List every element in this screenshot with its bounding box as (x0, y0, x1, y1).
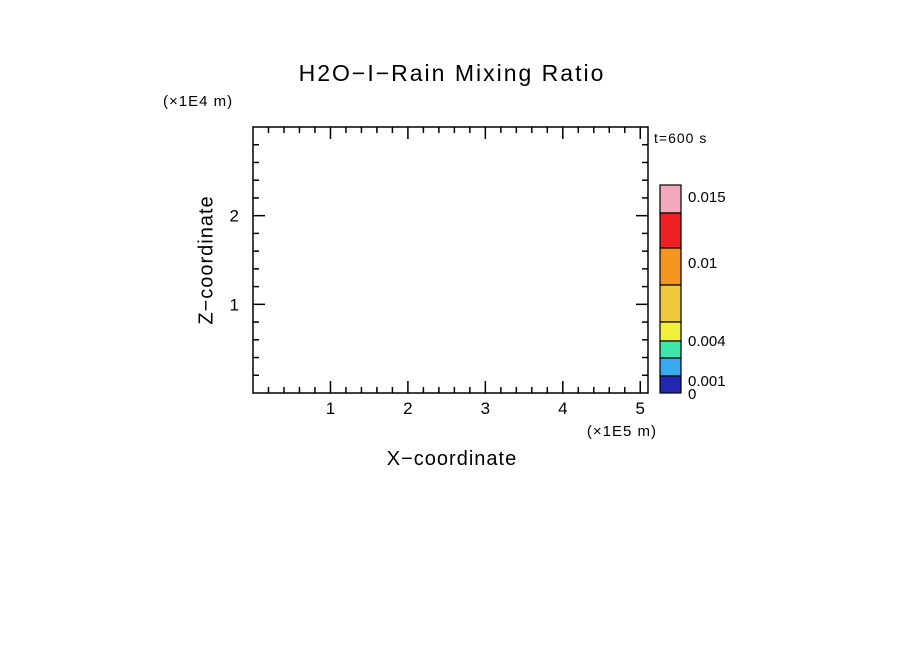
colorbar-tick-label: 0 (688, 386, 696, 403)
y-axis-unit-label: (×1E4 m) (163, 93, 234, 110)
colorbar-segment-spring-green (659, 340, 682, 359)
time-annotation: t=600 s (654, 130, 708, 146)
colorbar-segment-gold (659, 284, 682, 323)
plot-box (252, 126, 649, 394)
colorbar-segment-navy (659, 375, 682, 394)
colorbar-tick-label: 0.001 (688, 373, 726, 390)
colorbar-tick-label: 0.01 (688, 255, 717, 272)
x-tick-label: 5 (636, 399, 645, 418)
x-tick-label: 1 (326, 399, 335, 418)
x-tick-label: 3 (481, 399, 490, 418)
colorbar-tick-label: 0.015 (688, 189, 726, 206)
colorbar-tick-label: 0.004 (688, 333, 726, 350)
chart-title: H2O−I−Rain Mixing Ratio (298, 60, 606, 86)
x-axis-title: X−coordinate (386, 448, 518, 470)
colorbar-segment-orange (659, 247, 682, 286)
colorbar-segment-light-blue (659, 357, 682, 377)
y-tick-label: 1 (230, 295, 239, 314)
y-tick-label: 2 (230, 207, 239, 226)
colorbar-segment-red (659, 212, 682, 249)
colorbar-segment-pink (659, 184, 682, 214)
x-axis-unit-label: (×1E5 m) (586, 423, 657, 440)
colorbar-segment-yellow (659, 321, 682, 342)
axis-ticks (253, 127, 648, 393)
x-tick-label: 2 (403, 399, 412, 418)
x-tick-label: 4 (558, 399, 567, 418)
axis-tick-labels: 1 2 3 4 5 1 2 (230, 207, 645, 418)
